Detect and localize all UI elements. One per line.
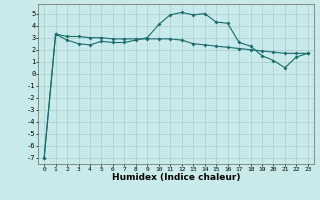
X-axis label: Humidex (Indice chaleur): Humidex (Indice chaleur) <box>112 173 240 182</box>
